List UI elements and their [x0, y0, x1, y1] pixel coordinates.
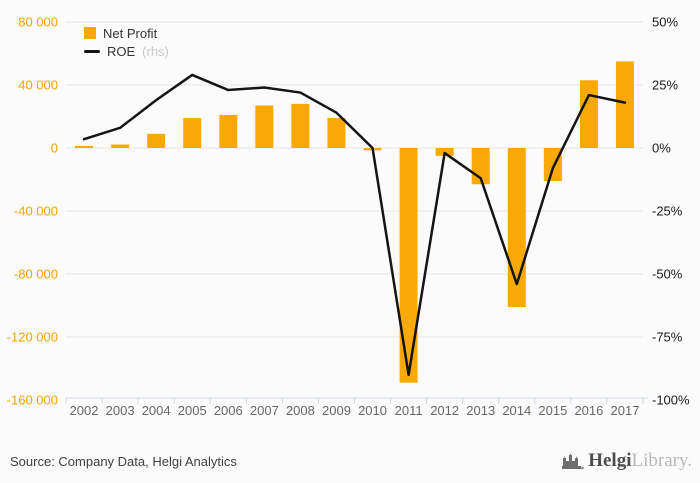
legend: Net Profit ROE (rhs) [84, 24, 169, 60]
left-axis-tick-label: -160 000 [7, 393, 58, 408]
x-axis-label-2010: 2010 [358, 403, 387, 418]
net-profit-swatch-icon [84, 27, 96, 39]
roe-line [82, 73, 627, 377]
roe-line-swatch-icon [84, 49, 100, 53]
x-axis-label-2014: 2014 [502, 403, 531, 418]
net-profit-bar-2011[interactable] [399, 148, 418, 383]
x-axis-label-2008: 2008 [286, 403, 315, 418]
net-profit-bar-2017[interactable] [615, 61, 634, 148]
x-axis-label-2016: 2016 [574, 403, 603, 418]
left-axis-tick-label: 0 [51, 141, 58, 156]
logo-library-text: Library. [631, 450, 693, 471]
right-axis-tick-label: -25% [652, 204, 683, 219]
footer: Source: Company Data, Helgi Analytics He… [0, 448, 700, 478]
net-profit-bar-2007[interactable] [255, 105, 274, 148]
legend-label-net-profit: Net Profit [103, 25, 158, 41]
left-axis-tick-label: -80 000 [14, 267, 58, 282]
net-profit-bar-2004[interactable] [147, 133, 166, 148]
x-axis-label-2012: 2012 [430, 403, 459, 418]
x-axis-label-2006: 2006 [214, 403, 243, 418]
source-text: Source: Company Data, Helgi Analytics [10, 454, 237, 469]
x-axis-label-2011: 2011 [395, 403, 423, 418]
x-axis-label-2004: 2004 [142, 403, 171, 418]
net-profit-bar-2006[interactable] [219, 114, 238, 148]
left-axis-tick-label: -40 000 [14, 204, 58, 219]
x-axis-label-2002: 2002 [70, 403, 99, 418]
chart-plot: 80 000 40 000 0 -40 000 -80 000 -120 000 -160 … [7, 15, 690, 419]
legend-item-roe[interactable]: ROE (rhs) [84, 42, 169, 60]
right-axis-tick-label: -100% [652, 393, 690, 408]
x-axis-label-2013: 2013 [466, 403, 495, 418]
left-axis-tick-label: 40 000 [18, 78, 58, 93]
net-profit-bar-2005[interactable] [183, 118, 202, 148]
net-profit-bar-2009[interactable] [327, 118, 346, 148]
helgi-library-logo[interactable]: HelgiLibrary. [560, 450, 692, 472]
right-axis-tick-label: -75% [652, 330, 683, 345]
right-axis-tick-label: 50% [652, 15, 678, 30]
x-axis-label-2005: 2005 [178, 403, 207, 418]
x-axis-label-2009: 2009 [322, 403, 351, 418]
logo-helgi-text: Helgi [588, 450, 632, 471]
net-profit-bar-2008[interactable] [291, 103, 310, 148]
right-axis-tick-label: 0% [652, 141, 671, 156]
x-axis-label-2015: 2015 [538, 403, 567, 418]
left-axis-tick-label: 80 000 [18, 15, 58, 30]
right-axis-tick-label: 25% [652, 78, 678, 93]
right-axis-tick-label: -50% [652, 267, 683, 282]
legend-item-net-profit[interactable]: Net Profit [84, 24, 169, 42]
castle-icon [562, 453, 584, 469]
x-axis-label-2007: 2007 [250, 403, 279, 418]
net-profit-bar-2003[interactable] [111, 144, 130, 148]
left-axis-tick-label: -120 000 [7, 330, 58, 345]
legend-rhs-suffix: (rhs) [142, 43, 169, 59]
x-axis-label-2017: 2017 [611, 403, 640, 418]
net-profit-bar-2016[interactable] [579, 80, 598, 148]
net-profit-bar-2002[interactable] [75, 145, 94, 148]
legend-label-roe: ROE [107, 43, 136, 59]
x-axis-label-2003: 2003 [106, 403, 135, 418]
